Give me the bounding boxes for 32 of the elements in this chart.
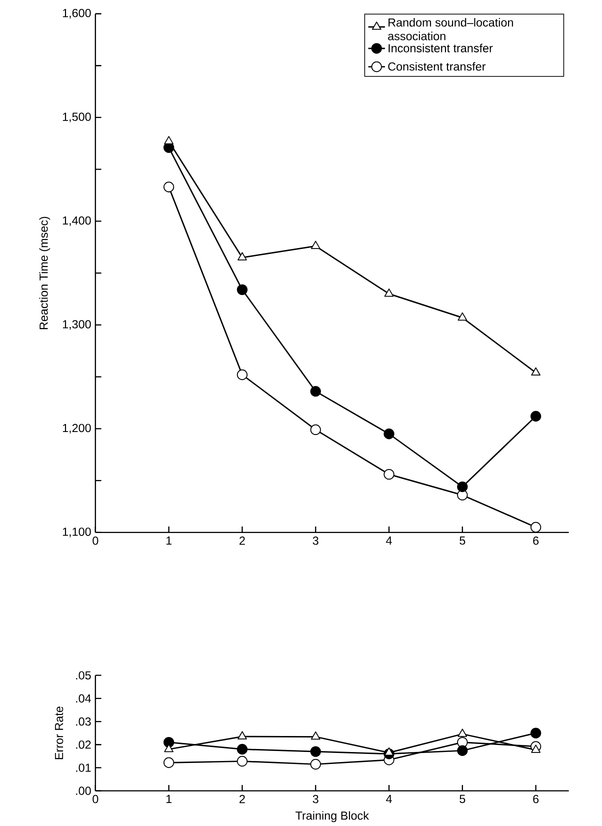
- x-tick-label: 1: [166, 536, 172, 545]
- y-tick-label: .00: [76, 786, 91, 795]
- x-tick-label: 5: [460, 536, 466, 545]
- x-tick-label: 2: [240, 794, 245, 804]
- y-tick-label: .03: [76, 717, 91, 726]
- x-tick-label: 0: [92, 536, 98, 545]
- y-tick-label: .01: [76, 764, 91, 772]
- legend-label: Random sound–location association: [388, 18, 514, 40]
- y-axis-title: Error Rate: [55, 706, 64, 760]
- y-tick-label: 1,600: [62, 8, 91, 19]
- y-axis-title: Reaction Time (msec): [39, 216, 50, 330]
- x-tick-label: 6: [533, 536, 539, 545]
- x-tick-label: 1: [166, 794, 172, 803]
- x-tick-label: 6: [533, 794, 539, 804]
- y-tick-label: .04: [76, 694, 92, 703]
- y-tick-label: .02: [76, 740, 91, 749]
- x-tick-label: 3: [312, 536, 318, 545]
- y-tick-label: 1,200: [62, 424, 91, 434]
- y-tick-label: 1,300: [62, 320, 91, 330]
- y-tick-label: 1,400: [62, 216, 91, 226]
- x-tick-label: 4: [386, 794, 392, 803]
- y-tick-label: 1,100: [62, 528, 91, 538]
- legend-label: Inconsistent transfer: [388, 44, 493, 52]
- x-tick-label: 4: [386, 536, 392, 545]
- y-tick-label: .05: [76, 671, 91, 680]
- x-tick-label: 5: [460, 794, 466, 804]
- legend-label: Consistent transfer: [388, 62, 486, 71]
- x-tick-label: 2: [240, 536, 245, 545]
- x-axis-title: Training Block: [296, 811, 370, 822]
- x-tick-label: 0: [92, 794, 98, 804]
- y-tick-label: 1,500: [62, 112, 91, 122]
- x-tick-label: 3: [312, 794, 318, 804]
